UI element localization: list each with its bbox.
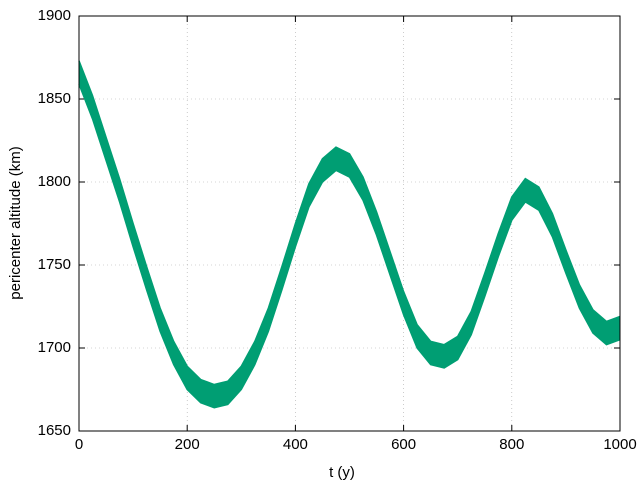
upper-line [78,60,621,386]
lower-line [78,83,621,409]
y-tick-label: 1750 [38,256,71,273]
y-tick-label: 1650 [38,422,71,439]
x-axis-label: t (y) [329,464,355,480]
x-tick-label: 0 [75,436,83,453]
x-tick-label: 600 [391,436,416,453]
plot-frame [78,15,621,432]
y-tick-label: 1900 [38,7,71,24]
band-area [79,60,620,408]
y-tick-label: 1800 [38,173,71,190]
x-tick-label: 1000 [603,436,636,453]
x-tick-label: 200 [175,436,200,453]
y-axis-label: pericenter altitude (km) [7,146,24,299]
y-tick-label: 1850 [38,90,71,107]
x-tick-label: 400 [283,436,308,453]
y-tick-label: 1700 [38,339,71,356]
x-tick-label: 800 [499,436,524,453]
